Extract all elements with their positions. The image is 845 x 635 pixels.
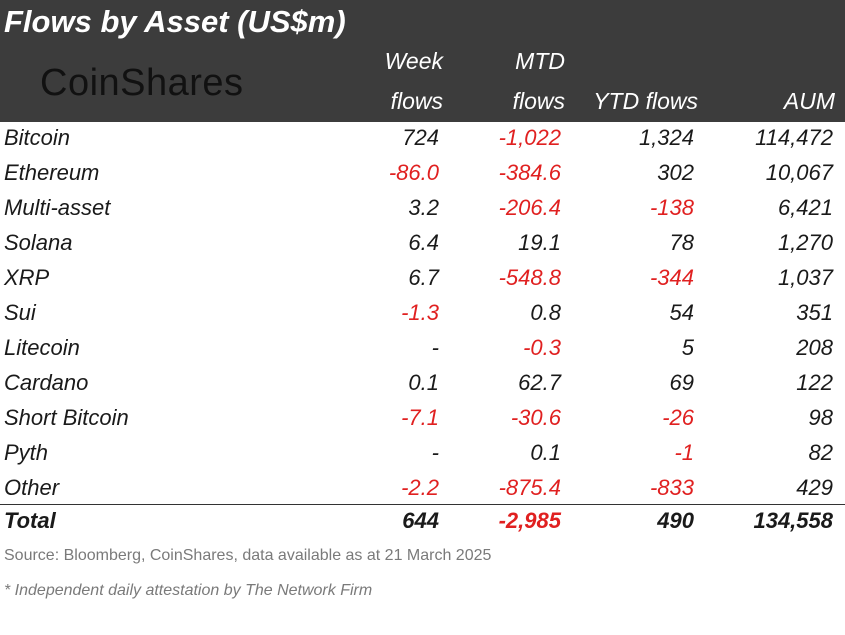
week-flow-cell: - [431, 335, 439, 360]
footnote: * Independent daily attestation by The N… [4, 582, 373, 599]
mtd-flow-cell: -0.3 [523, 335, 561, 360]
week-flow-cell: 724 [402, 125, 439, 150]
week-flow-cell: 6.4 [408, 230, 439, 255]
coinshares-logo: CoinShares [40, 62, 244, 104]
week-flow-cell: - [431, 440, 439, 465]
week-flow-cell: 644 [402, 508, 439, 533]
aum-cell: 98 [808, 405, 833, 430]
aum-cell: 429 [796, 475, 833, 500]
ytd-flow-cell: -833 [649, 475, 694, 500]
asset-name: Pyth [4, 440, 49, 465]
ytd-flow-cell: 5 [681, 335, 694, 360]
table-row: Multi-asset 3.2 -206.4 -138 6,421 [0, 192, 845, 227]
table-row: Pyth - 0.1 -1 82 [0, 437, 845, 472]
week-flow-cell: -2.2 [401, 475, 439, 500]
ytd-flow-cell: -344 [649, 265, 694, 290]
mtd-flow-cell: -1,022 [498, 125, 561, 150]
col-week-line2: flows [390, 88, 443, 114]
mtd-flow-cell: 62.7 [518, 370, 561, 395]
aum-cell: 134,558 [753, 508, 833, 533]
ytd-flow-cell: 69 [669, 370, 694, 395]
total-label: Total [4, 508, 56, 533]
col-mtd-line2: flows [512, 88, 565, 114]
asset-name: Litecoin [4, 335, 80, 360]
page-title: Flows by Asset (US$m) [4, 4, 346, 39]
total-row: Total 644 -2,985 490 134,558 [0, 505, 845, 540]
table-row: Solana 6.4 19.1 78 1,270 [0, 227, 845, 262]
asset-name: XRP [4, 265, 50, 290]
aum-cell: 114,472 [755, 125, 833, 150]
col-ytd-label: YTD flows [593, 88, 698, 114]
mtd-flow-cell: -384.6 [498, 160, 561, 185]
week-flow-cell: -1.3 [401, 300, 439, 325]
week-flow-cell: -86.0 [388, 160, 439, 185]
ytd-flow-cell: -1 [674, 440, 694, 465]
mtd-flow-cell: -206.4 [498, 195, 561, 220]
asset-name: Multi-asset [4, 195, 111, 220]
aum-cell: 122 [796, 370, 833, 395]
table-row: Litecoin - -0.3 5 208 [0, 332, 845, 367]
table-row: Cardano 0.1 62.7 69 122 [0, 367, 845, 402]
asset-name: Other [4, 475, 60, 500]
table-header: Flows by Asset (US$m) CoinShares Week fl… [0, 0, 845, 122]
table-row: Sui -1.3 0.8 54 351 [0, 297, 845, 332]
col-mtd-line1: MTD [515, 48, 565, 74]
col-aum-label: AUM [783, 88, 835, 114]
asset-name: Cardano [4, 370, 89, 395]
week-flow-cell: -7.1 [401, 405, 439, 430]
ytd-flow-cell: 54 [669, 300, 694, 325]
aum-cell: 208 [796, 335, 833, 360]
week-flow-cell: 0.1 [408, 370, 439, 395]
week-flow-cell: 3.2 [408, 195, 439, 220]
aum-cell: 1,270 [777, 230, 833, 255]
mtd-flow-cell: -2,985 [498, 508, 561, 533]
asset-name: Ethereum [4, 160, 100, 185]
ytd-flow-cell: 78 [669, 230, 694, 255]
table-row: Short Bitcoin -7.1 -30.6 -26 98 [0, 402, 845, 437]
aum-cell: 82 [808, 440, 833, 465]
ytd-flow-cell: -26 [662, 405, 694, 430]
table-row: Bitcoin 724 -1,022 1,324 114,472 [0, 122, 845, 157]
week-flow-cell: 6.7 [408, 265, 439, 290]
aum-cell: 10,067 [765, 160, 833, 185]
aum-cell: 1,037 [777, 265, 833, 290]
ytd-flow-cell: 1,324 [638, 125, 694, 150]
table-row: Ethereum -86.0 -384.6 302 10,067 [0, 157, 845, 192]
mtd-flow-cell: 0.1 [530, 440, 561, 465]
mtd-flow-cell: -30.6 [510, 405, 561, 430]
aum-cell: 6,421 [777, 195, 833, 220]
mtd-flow-cell: -548.8 [498, 265, 561, 290]
asset-name: Short Bitcoin [4, 405, 129, 430]
ytd-flow-cell: -138 [649, 195, 694, 220]
mtd-flow-cell: -875.4 [498, 475, 561, 500]
table-row: XRP 6.7 -548.8 -344 1,037 [0, 262, 845, 297]
asset-name: Solana [4, 230, 73, 255]
asset-name: Sui [4, 300, 36, 325]
mtd-flow-cell: 0.8 [530, 300, 561, 325]
ytd-flow-cell: 302 [657, 160, 694, 185]
col-week-line1: Week [384, 48, 443, 74]
ytd-flow-cell: 490 [657, 508, 694, 533]
table-row: Other -2.2 -875.4 -833 429 [0, 472, 845, 507]
mtd-flow-cell: 19.1 [518, 230, 561, 255]
aum-cell: 351 [796, 300, 833, 325]
source-note: Source: Bloomberg, CoinShares, data avai… [4, 547, 492, 564]
total-divider [0, 504, 845, 505]
asset-name: Bitcoin [4, 125, 71, 150]
